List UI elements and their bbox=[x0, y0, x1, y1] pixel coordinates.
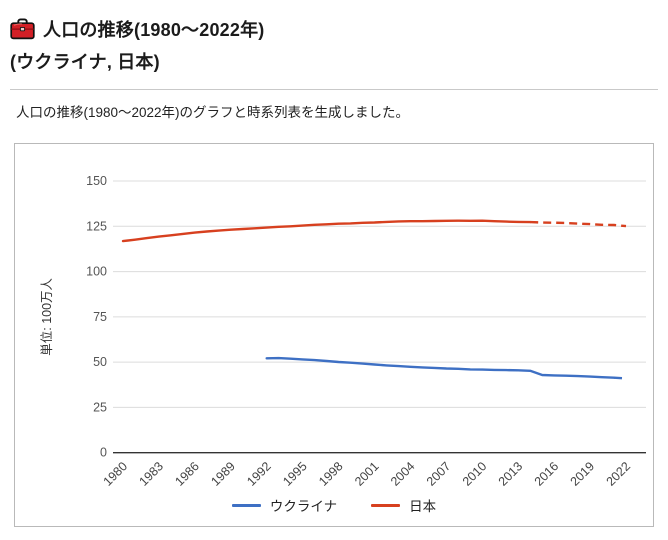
svg-text:1986: 1986 bbox=[172, 459, 202, 489]
svg-text:1992: 1992 bbox=[244, 459, 274, 489]
header-divider bbox=[10, 89, 658, 90]
ukraine-line-swatch bbox=[231, 503, 261, 507]
svg-text:2022: 2022 bbox=[604, 459, 634, 489]
svg-text:2010: 2010 bbox=[460, 459, 490, 489]
legend-label-ukraine: ウクライナ bbox=[269, 499, 338, 514]
title-line1: 人口の推移(1980～2022年) bbox=[43, 20, 265, 40]
svg-text:125: 125 bbox=[86, 219, 107, 233]
svg-text:2001: 2001 bbox=[352, 459, 382, 489]
svg-text:150: 150 bbox=[86, 174, 107, 188]
title-line2: (ウクライナ, 日本) bbox=[10, 52, 160, 72]
status-message: 人口の推移(1980～2022年)のグラフと時系列表を生成しました。 bbox=[16, 105, 410, 120]
legend-item-japan[interactable]: 日本 bbox=[371, 495, 436, 515]
header: 人口の推移(1980～2022年) (ウクライナ, 日本) bbox=[0, 0, 668, 78]
page-title: 人口の推移(1980～2022年) (ウクライナ, 日本) bbox=[10, 14, 656, 78]
toolbox-icon bbox=[10, 17, 35, 40]
svg-text:25: 25 bbox=[93, 400, 107, 414]
svg-text:2016: 2016 bbox=[532, 459, 562, 489]
population-line-chart: 0 25 50 75 100 125 150 1980 1983 1986 1989 1992 1995… bbox=[39, 174, 646, 489]
svg-text:1980: 1980 bbox=[101, 459, 131, 489]
svg-text:2013: 2013 bbox=[496, 459, 526, 489]
svg-text:1989: 1989 bbox=[208, 459, 238, 489]
chart-legend: ウクライナ 日本 bbox=[15, 496, 653, 514]
legend-label-japan: 日本 bbox=[409, 499, 437, 514]
population-chart-card: 0 25 50 75 100 125 150 1980 1983 1986 1989 1992 1995… bbox=[14, 143, 654, 527]
svg-text:50: 50 bbox=[93, 355, 107, 369]
svg-text:2007: 2007 bbox=[424, 459, 454, 489]
japan-line-swatch bbox=[371, 503, 401, 507]
svg-text:1998: 1998 bbox=[316, 459, 346, 489]
svg-text:0: 0 bbox=[100, 446, 107, 460]
svg-text:100: 100 bbox=[86, 265, 107, 279]
svg-text:1983: 1983 bbox=[136, 459, 166, 489]
svg-text:2004: 2004 bbox=[388, 459, 418, 489]
svg-text:1995: 1995 bbox=[280, 459, 310, 489]
svg-text:75: 75 bbox=[93, 310, 107, 324]
legend-item-ukraine[interactable]: ウクライナ bbox=[231, 495, 338, 515]
svg-text:単位: 100万人: 単位: 100万人 bbox=[39, 277, 54, 355]
svg-text:2019: 2019 bbox=[568, 459, 598, 489]
